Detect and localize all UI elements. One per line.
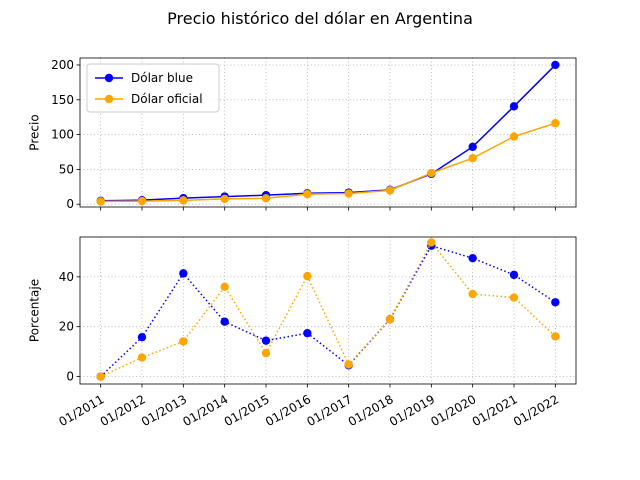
data-point-oficial bbox=[303, 189, 312, 199]
data-point-blue bbox=[468, 253, 477, 263]
data-point-oficial bbox=[468, 153, 477, 163]
data-point-oficial bbox=[551, 118, 560, 128]
x-tick-label: 01/2012 bbox=[98, 392, 148, 429]
x-tick-label: 01/2016 bbox=[263, 392, 313, 429]
y-tick-label: 150 bbox=[51, 93, 74, 107]
series-line-oficial bbox=[100, 122, 556, 203]
data-point-oficial bbox=[385, 315, 395, 324]
data-point-oficial bbox=[509, 132, 519, 141]
data-point-oficial bbox=[137, 353, 147, 362]
y-tick-label: 40 bbox=[59, 270, 74, 284]
data-point-blue bbox=[551, 298, 560, 307]
data-point-oficial bbox=[303, 271, 312, 281]
series-line-oficial bbox=[100, 241, 556, 378]
x-tick-label: 01/2013 bbox=[139, 392, 189, 429]
data-point-oficial bbox=[96, 372, 105, 381]
data-point-oficial bbox=[509, 293, 519, 302]
y-tick-label: 0 bbox=[66, 197, 74, 211]
axes-frame bbox=[79, 57, 577, 208]
y-tick-label: 20 bbox=[59, 320, 74, 334]
data-point-oficial bbox=[179, 337, 188, 346]
data-point-blue bbox=[468, 142, 477, 152]
x-tick-label: 01/2018 bbox=[346, 392, 396, 429]
percentage-plot: 0 20 40 01/201101/201201/201301/201401/2015… bbox=[28, 236, 577, 429]
y-tick-label: 0 bbox=[66, 370, 74, 384]
data-point-oficial bbox=[427, 238, 436, 247]
axes-frame bbox=[79, 236, 577, 385]
data-point-oficial bbox=[344, 189, 353, 198]
chart-title: Precio histórico del dólar en Argentina bbox=[167, 9, 473, 28]
legend-marker bbox=[104, 94, 114, 104]
series-line-blue bbox=[100, 64, 556, 202]
data-point-oficial bbox=[137, 196, 147, 206]
y-tick-label: 100 bbox=[51, 128, 74, 142]
legend-box bbox=[86, 63, 220, 113]
x-tick-label: 01/2021 bbox=[470, 392, 520, 429]
data-point-blue bbox=[509, 270, 519, 280]
price-plot: 0 50 100 150 200 Precio Dólar blue Dólar oficia… bbox=[28, 57, 577, 211]
data-point-oficial bbox=[261, 348, 271, 358]
x-tick-label: 01/2020 bbox=[428, 392, 478, 429]
data-point-oficial bbox=[468, 289, 477, 299]
legend-marker bbox=[104, 73, 114, 83]
series-line-blue bbox=[100, 244, 556, 378]
data-point-oficial bbox=[261, 194, 271, 203]
x-tick-label: 01/2011 bbox=[56, 392, 106, 429]
x-tick-label: 01/2015 bbox=[222, 392, 272, 429]
data-point-oficial bbox=[96, 197, 105, 206]
data-point-oficial bbox=[551, 332, 560, 341]
data-point-oficial bbox=[385, 186, 395, 195]
data-point-blue bbox=[179, 269, 188, 278]
data-point-oficial bbox=[427, 168, 436, 178]
y-tick-label: 200 bbox=[51, 58, 74, 72]
data-point-oficial bbox=[344, 360, 353, 369]
x-tick-label: 01/2019 bbox=[387, 392, 437, 429]
data-point-oficial bbox=[179, 196, 188, 205]
data-point-blue bbox=[551, 60, 560, 70]
x-tick-label: 01/2014 bbox=[180, 392, 230, 429]
legend-label: Dólar blue bbox=[131, 71, 193, 85]
legend-label: Dólar oficial bbox=[131, 92, 203, 106]
x-tick-label: 01/2022 bbox=[511, 392, 561, 429]
data-point-blue bbox=[261, 336, 271, 345]
data-point-blue bbox=[137, 332, 147, 342]
data-point-blue bbox=[303, 328, 312, 338]
y-tick-label: 50 bbox=[59, 162, 74, 176]
y-axis-label: Porcentaje bbox=[28, 279, 42, 342]
data-point-blue bbox=[220, 317, 229, 326]
x-tick-label: 01/2017 bbox=[304, 392, 354, 429]
y-axis-label: Precio bbox=[28, 114, 42, 150]
data-point-oficial bbox=[220, 282, 229, 292]
data-point-oficial bbox=[220, 194, 229, 204]
data-point-blue bbox=[509, 102, 519, 111]
